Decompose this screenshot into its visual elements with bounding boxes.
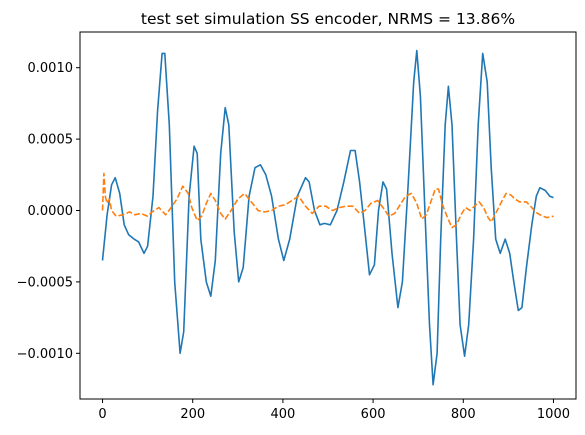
- y-tick-label: −0.0010: [17, 347, 73, 362]
- plot-area: [101, 49, 554, 386]
- y-tick-label: 0.0010: [28, 61, 74, 76]
- axes-frame: [79, 31, 577, 400]
- x-tick-label: 600: [361, 407, 386, 422]
- y-axis: −0.0010 −0.0005 0.0000 0.0005 0.0010: [17, 61, 80, 362]
- x-tick-label: 800: [451, 407, 476, 422]
- y-tick-label: −0.0005: [17, 275, 73, 290]
- x-tick-label: 0: [98, 407, 106, 422]
- series-line-1: [101, 49, 554, 386]
- x-tick-label: 400: [270, 407, 295, 422]
- x-tick-label: 1000: [537, 407, 570, 422]
- y-tick-label: 0.0000: [28, 204, 74, 219]
- chart-title: test set simulation SS encoder, NRMS = 1…: [141, 10, 515, 28]
- x-axis: 0 200 400 600 800 1000: [98, 399, 570, 422]
- y-tick-label: 0.0005: [28, 133, 74, 148]
- series-line-2: [101, 172, 554, 229]
- x-tick-label: 200: [180, 407, 205, 422]
